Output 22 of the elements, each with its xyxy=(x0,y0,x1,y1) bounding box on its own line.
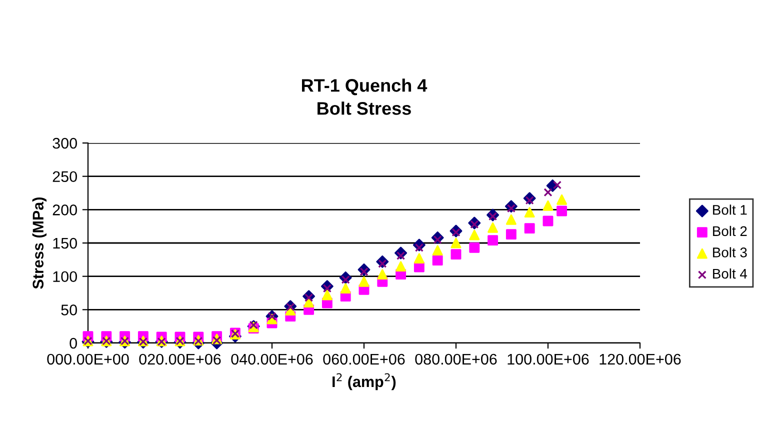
legend-label: Bolt 1 xyxy=(713,204,747,215)
x-tick-label: 100.00E+06 xyxy=(508,354,589,365)
chart-subtitle: Bolt Stress xyxy=(318,102,411,115)
legend-label: Bolt 4 xyxy=(713,268,748,279)
y-tick-label: 0 xyxy=(70,338,77,349)
y-tick-label: 300 xyxy=(52,138,77,149)
chart-title: RT-1 Quench 4 xyxy=(302,78,428,96)
x-tick-label: 120.00E+06 xyxy=(600,354,681,365)
legend-label: Bolt 2 xyxy=(713,226,747,236)
x-axis-title: I$^{2}$ (amp$^{2}$) xyxy=(332,373,396,390)
x-tick-label: 000.00E+00 xyxy=(47,354,129,365)
x-tick-label: 020.00E+06 xyxy=(139,354,221,365)
y-tick-label: 50 xyxy=(61,304,77,316)
x-tick-label: 040.00E+06 xyxy=(231,354,313,365)
y-tick-label: 100 xyxy=(53,271,77,282)
y-tick-label: 200 xyxy=(52,204,77,216)
x-tick-label: 080.00E+06 xyxy=(415,354,497,365)
y-tick-label: 250 xyxy=(52,171,77,182)
y-tick-label: 150 xyxy=(53,238,77,249)
legend-label: Bolt 3 xyxy=(713,247,747,258)
x-tick-label: 060.00E+06 xyxy=(323,354,405,365)
y-axis-title: Stress (MPa) xyxy=(32,197,47,289)
